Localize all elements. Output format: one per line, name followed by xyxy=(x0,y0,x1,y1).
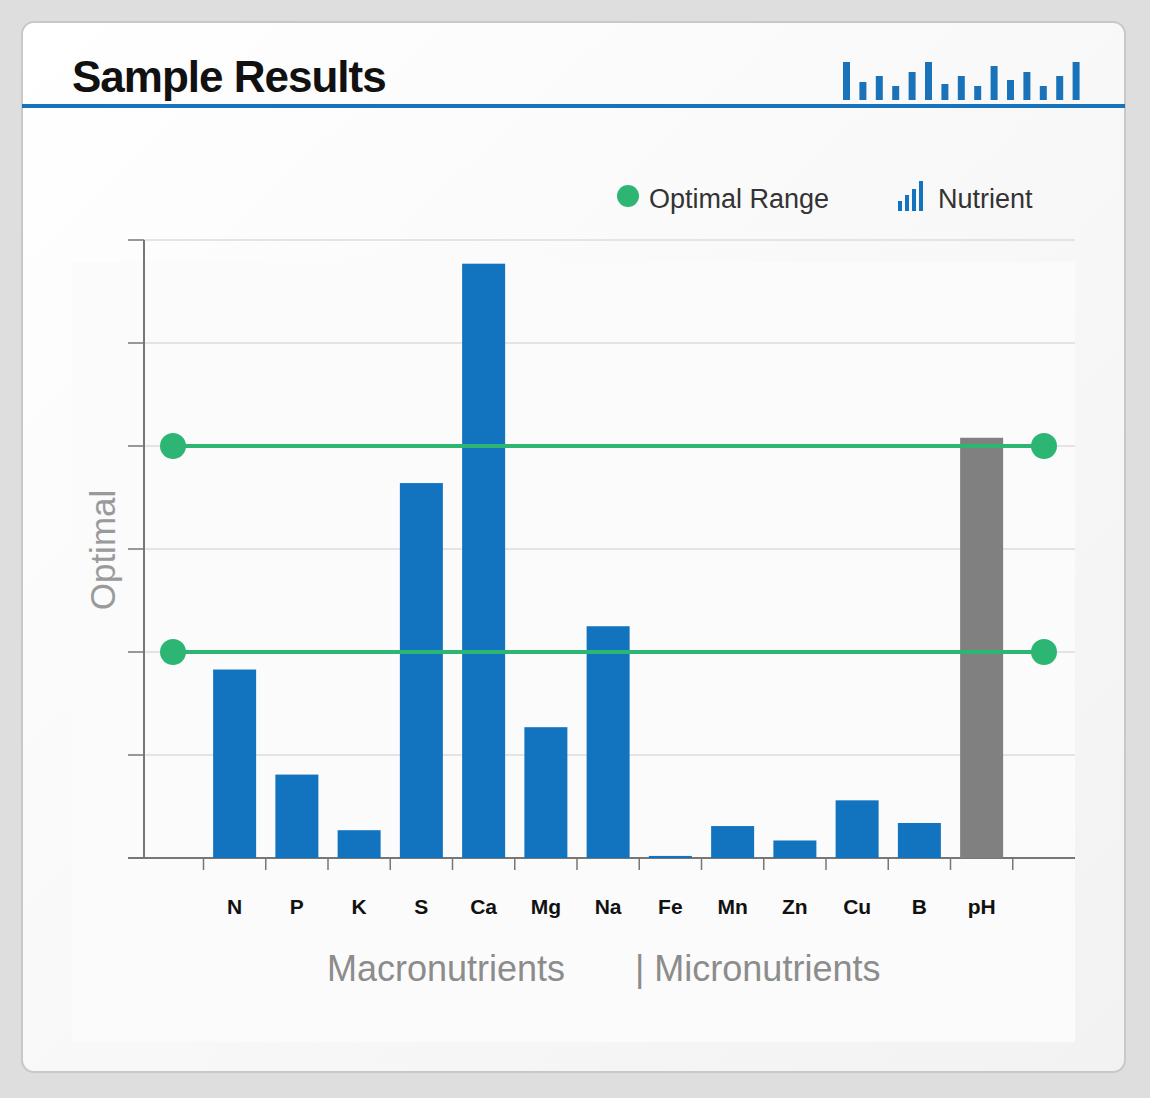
x-tick-label: P xyxy=(290,895,304,918)
x-group-label: Macronutrients xyxy=(327,948,565,989)
optimal-dot xyxy=(160,433,186,459)
x-tick-label: Mg xyxy=(531,895,561,918)
y-tick xyxy=(128,548,144,550)
header-icon xyxy=(941,84,948,100)
x-tick xyxy=(763,858,765,870)
bars xyxy=(213,264,1003,858)
bar xyxy=(587,626,630,858)
x-tick xyxy=(327,858,329,870)
x-tick-label: B xyxy=(912,895,927,918)
grid-line xyxy=(144,651,1075,653)
card xyxy=(22,22,1125,1072)
x-tick-label: Ca xyxy=(470,895,497,918)
x-tick xyxy=(452,858,454,870)
header-icon xyxy=(1056,76,1063,100)
x-tick-label: Zn xyxy=(782,895,808,918)
x-tick-label: S xyxy=(414,895,428,918)
x-tick xyxy=(1012,858,1014,870)
y-tick xyxy=(128,651,144,653)
header-icon xyxy=(1023,72,1030,100)
x-tick xyxy=(639,858,641,870)
grid-line xyxy=(144,445,1075,447)
plot-panel xyxy=(72,262,1075,1042)
bar xyxy=(898,823,941,858)
x-tick xyxy=(576,858,578,870)
bar xyxy=(649,856,692,858)
x-tick xyxy=(390,858,392,870)
bar xyxy=(338,830,381,858)
grid-line xyxy=(144,342,1075,344)
x-tick-label: Fe xyxy=(658,895,683,918)
y-axis-label: Optimal xyxy=(83,490,122,611)
title: Sample Results xyxy=(72,52,386,101)
x-group-label: | Micronutrients xyxy=(635,948,880,989)
x-tick xyxy=(514,858,516,870)
header-icon xyxy=(925,62,932,100)
grid-line xyxy=(144,239,1075,241)
header-icon xyxy=(958,76,965,100)
header-icon xyxy=(843,62,850,100)
x-tick xyxy=(888,858,890,870)
y-tick xyxy=(128,754,144,756)
optimal-dot xyxy=(1031,433,1057,459)
bar xyxy=(960,438,1003,858)
bar xyxy=(462,264,505,858)
header-icon xyxy=(1007,80,1014,100)
bar xyxy=(524,727,567,858)
grid-line xyxy=(144,548,1075,550)
bar xyxy=(773,840,816,858)
bar xyxy=(213,670,256,858)
legend-label: Nutrient xyxy=(938,184,1033,214)
optimal-line xyxy=(173,444,1044,448)
title-rule xyxy=(22,104,1125,108)
header-icon xyxy=(892,86,899,100)
optimal-dot xyxy=(1031,639,1057,665)
header-icon xyxy=(1040,86,1047,100)
y-tick xyxy=(128,445,144,447)
bar xyxy=(711,826,754,858)
legend-swatch xyxy=(617,185,639,207)
header-icon xyxy=(1073,62,1080,100)
x-tick-label: Cu xyxy=(843,895,871,918)
x-tick-label: pH xyxy=(968,895,996,918)
x-tick xyxy=(203,858,205,870)
header-icon xyxy=(991,66,998,100)
y-tick xyxy=(128,342,144,344)
optimal-dot xyxy=(160,639,186,665)
legend-swatch xyxy=(905,195,909,211)
x-tick xyxy=(265,858,267,870)
header-icon xyxy=(859,82,866,100)
legend-swatch xyxy=(919,181,923,211)
y-axis xyxy=(143,240,145,858)
x-tick xyxy=(825,858,827,870)
x-tick-label: K xyxy=(352,895,367,918)
legend-label: Optimal Range xyxy=(649,184,829,214)
bar xyxy=(400,483,443,858)
y-tick xyxy=(128,239,144,241)
optimal-line xyxy=(173,650,1044,654)
header-icon xyxy=(876,76,883,100)
bar xyxy=(836,800,879,858)
x-tick xyxy=(950,858,952,870)
x-tick-label: N xyxy=(227,895,242,918)
legend-swatch xyxy=(898,201,902,211)
bar xyxy=(275,775,318,858)
x-tick xyxy=(701,858,703,870)
x-tick-label: Mn xyxy=(717,895,747,918)
header-icon xyxy=(974,86,981,100)
legend-swatch xyxy=(912,189,916,211)
x-tick-label: Na xyxy=(595,895,622,918)
header-icon xyxy=(909,72,916,100)
